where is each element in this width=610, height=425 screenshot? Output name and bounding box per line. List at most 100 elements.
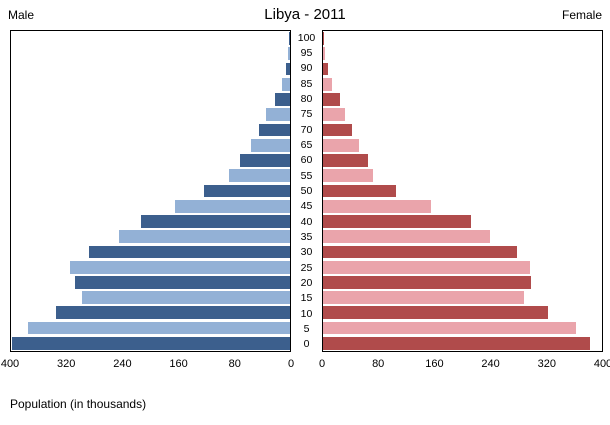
female-bar-age-25 [323,260,531,274]
male-tick-label-400: 400 [0,358,20,370]
female-bar-age-55 [323,169,374,183]
female-bar-row-age-65 [323,138,602,153]
female-tick-label-0: 0 [318,358,326,370]
chart-title: Libya - 2011 [264,6,346,23]
male-bar-age-90 [285,62,290,76]
male-bar-row-age-35 [11,229,290,244]
male-bar-age-25 [70,260,290,274]
male-bar-age-5 [28,321,290,335]
male-bar-row-age-10 [11,305,290,320]
age-tick-label-100: 100 [297,31,316,44]
female-bar-age-35 [323,230,491,244]
age-tick-label-15: 15 [300,292,313,305]
male-bar-row-age-85 [11,77,290,92]
male-bar-age-75 [265,108,290,122]
age-tick-label-45: 45 [300,200,313,213]
male-bar-row-age-30 [11,244,290,259]
female-bar-row-age-40 [323,214,602,229]
male-bar-age-0 [12,336,290,350]
male-tick-label-240: 240 [113,358,132,370]
age-tick-label-80: 80 [300,92,313,105]
male-bar-age-20 [75,275,290,289]
male-bar-age-95 [287,47,290,61]
male-bar-age-30 [89,245,290,259]
female-bar-age-85 [323,77,333,91]
male-bar-row-age-0 [11,336,290,351]
female-bar-row-age-60 [323,153,602,168]
age-tick-label-60: 60 [300,154,313,167]
male-bar-row-age-65 [11,138,290,153]
female-bar-age-70 [323,123,353,137]
x-axis-title: Population (in thousands) [10,397,147,411]
male-bar-row-age-100 [11,31,290,46]
age-tick-label-65: 65 [300,138,313,151]
male-tick-label-160: 160 [169,358,188,370]
female-bar-row-age-50 [323,183,602,198]
female-bars-panel [322,30,603,352]
age-tick-label-20: 20 [300,276,313,289]
male-bar-row-age-55 [11,168,290,183]
female-bar-row-age-70 [323,122,602,137]
female-bar-age-75 [323,108,346,122]
age-tick-label-50: 50 [300,184,313,197]
male-bar-row-age-20 [11,275,290,290]
male-x-axis-ticks: 0 80 160 240 320 400 [1,358,294,372]
female-bar-row-age-20 [323,275,602,290]
male-bar-row-age-40 [11,214,290,229]
female-bar-age-15 [323,291,524,304]
female-bar-age-95 [323,47,326,61]
female-tick-label-80: 80 [372,358,385,370]
female-bar-row-age-0 [323,336,602,351]
female-bar-age-50 [323,184,397,198]
male-axis-label: Male [8,8,35,22]
age-tick-label-55: 55 [300,169,313,182]
age-tick-label-30: 30 [300,246,313,259]
female-bar-row-age-90 [323,61,602,76]
male-bar-age-15 [82,291,290,304]
male-bar-row-age-15 [11,290,290,305]
male-bar-age-50 [204,184,290,198]
age-tick-label-90: 90 [300,62,313,75]
female-bar-age-10 [323,306,549,320]
male-bar-age-10 [56,306,290,320]
female-bar-row-age-85 [323,77,602,92]
female-bar-row-age-75 [323,107,602,122]
female-bar-row-age-15 [323,290,602,305]
female-tick-label-240: 240 [481,358,500,370]
male-bar-age-35 [119,230,290,244]
female-bar-age-5 [323,321,577,335]
male-bar-age-40 [141,215,290,228]
male-bars-panel [10,30,291,352]
male-bar-age-45 [174,199,290,213]
male-bar-row-age-60 [11,153,290,168]
male-bar-age-85 [281,77,290,91]
male-bar-row-age-50 [11,183,290,198]
male-bar-row-age-25 [11,260,290,275]
male-bar-row-age-70 [11,122,290,137]
female-bar-row-age-95 [323,46,602,61]
female-bar-row-age-30 [323,244,602,259]
male-bar-row-age-95 [11,46,290,61]
male-bar-age-70 [258,123,290,137]
age-tick-label-25: 25 [300,261,313,274]
male-bar-row-age-5 [11,320,290,335]
age-axis: 100 95 90 85 80 75 70 65 60 55 50 45 40 35 30 25 20 15 10 5… [291,30,322,352]
age-tick-label-5: 5 [303,322,310,335]
female-bar-age-90 [323,62,328,76]
age-tick-label-70: 70 [300,123,313,136]
female-bar-row-age-55 [323,168,602,183]
male-bar-age-60 [239,154,290,167]
female-bar-row-age-10 [323,305,602,320]
age-tick-label-10: 10 [300,307,313,320]
female-axis-label: Female [561,8,602,22]
male-tick-label-80: 80 [228,358,241,370]
female-tick-label-400: 400 [593,358,610,370]
age-tick-label-95: 95 [300,46,313,59]
age-tick-label-40: 40 [300,215,313,228]
female-bar-age-80 [323,93,341,106]
female-bar-age-30 [323,245,517,259]
female-bar-age-20 [323,275,531,289]
age-tick-label-75: 75 [300,108,313,121]
male-bar-age-80 [274,93,290,106]
female-bar-row-age-45 [323,199,602,214]
